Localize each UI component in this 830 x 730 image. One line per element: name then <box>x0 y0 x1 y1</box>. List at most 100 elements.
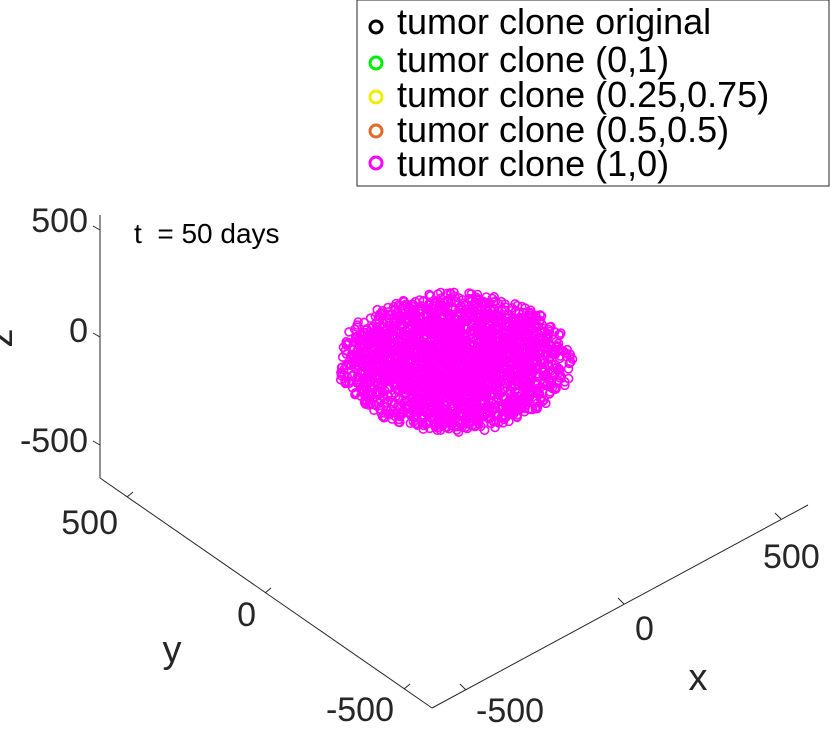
data-point <box>453 400 464 411</box>
data-point <box>509 340 520 351</box>
legend-label: tumor clone (0,1) <box>397 39 669 80</box>
legend-label: tumor clone (0.5,0.5) <box>397 109 729 150</box>
data-point <box>474 325 485 336</box>
z-tick-label: -500 <box>20 422 88 460</box>
data-point <box>537 335 548 346</box>
data-point <box>339 364 349 375</box>
data-point <box>430 300 441 311</box>
data-point <box>510 305 521 316</box>
data-point <box>485 376 496 387</box>
data-point <box>445 310 455 320</box>
data-point <box>505 360 515 371</box>
data-point <box>335 374 346 385</box>
data-point <box>555 328 566 338</box>
data-point <box>363 347 374 357</box>
data-point <box>441 422 452 433</box>
data-point <box>414 295 425 305</box>
legend-entry: tumor clone (0,1) <box>368 39 669 80</box>
data-point <box>432 316 443 326</box>
data-point <box>418 295 429 306</box>
data-point <box>514 398 524 409</box>
data-point <box>548 345 559 355</box>
data-point <box>379 408 390 418</box>
data-point <box>411 419 421 429</box>
data-point <box>447 304 458 315</box>
data-point <box>520 384 531 395</box>
data-point <box>553 345 564 356</box>
data-point <box>406 382 416 392</box>
data-point <box>355 379 366 390</box>
data-point <box>368 399 379 410</box>
legend-entry: tumor clone (0.25,0.75) <box>368 74 769 115</box>
data-point <box>382 331 393 342</box>
data-point <box>470 316 481 327</box>
data-point <box>563 363 574 374</box>
data-point <box>496 296 507 307</box>
data-point <box>399 347 409 358</box>
data-point <box>529 356 539 367</box>
z-axis-label: z <box>0 329 21 348</box>
data-point <box>489 291 499 302</box>
legend-entry: tumor clone original <box>368 1 711 42</box>
data-point <box>399 388 410 399</box>
data-point <box>376 340 387 351</box>
data-point <box>448 387 459 397</box>
data-point <box>493 373 504 383</box>
data-point <box>392 379 402 390</box>
data-point <box>344 327 354 337</box>
data-point <box>419 375 429 385</box>
data-point <box>417 358 427 369</box>
legend-label: tumor clone (1,0) <box>397 143 669 184</box>
data-point <box>512 300 523 311</box>
data-point <box>506 403 517 413</box>
data-point <box>364 333 375 344</box>
data-point <box>534 316 545 326</box>
data-point <box>387 332 398 343</box>
data-point <box>374 346 384 356</box>
data-point <box>390 392 401 402</box>
data-point <box>433 354 443 364</box>
data-point <box>379 412 389 423</box>
scatter-points <box>335 287 578 437</box>
data-point <box>397 364 408 375</box>
data-point <box>462 337 473 348</box>
data-point <box>496 355 507 366</box>
data-point <box>442 385 453 395</box>
data-point <box>532 403 543 414</box>
y-axis-line <box>99 477 433 709</box>
data-point <box>435 332 446 343</box>
data-point <box>446 333 457 344</box>
data-point <box>355 330 365 341</box>
data-point <box>492 354 502 365</box>
data-point <box>410 396 420 407</box>
legend: tumor clone original tumor clone (0,1) t… <box>356 0 830 187</box>
data-point <box>378 370 389 381</box>
data-point <box>419 394 430 405</box>
data-point <box>362 370 373 381</box>
data-point <box>516 365 526 376</box>
x-ticks <box>459 512 782 691</box>
data-point <box>393 300 404 310</box>
data-point <box>491 381 501 392</box>
data-point <box>520 403 530 414</box>
data-point <box>477 359 488 370</box>
data-point <box>404 377 415 388</box>
z-tick-label: 500 <box>31 202 88 240</box>
data-point <box>457 422 468 432</box>
data-point <box>499 327 509 338</box>
data-point <box>481 298 492 308</box>
data-point <box>421 388 432 399</box>
data-point <box>505 386 516 397</box>
data-point <box>461 389 472 399</box>
legend-marker <box>368 155 384 171</box>
data-point <box>507 320 518 331</box>
data-point <box>455 352 466 363</box>
data-point <box>434 416 444 427</box>
data-point <box>503 312 514 323</box>
data-point <box>409 310 419 321</box>
x-tick-label: 0 <box>635 610 654 648</box>
data-point <box>355 354 366 365</box>
data-point <box>472 305 483 316</box>
data-point <box>356 342 367 353</box>
